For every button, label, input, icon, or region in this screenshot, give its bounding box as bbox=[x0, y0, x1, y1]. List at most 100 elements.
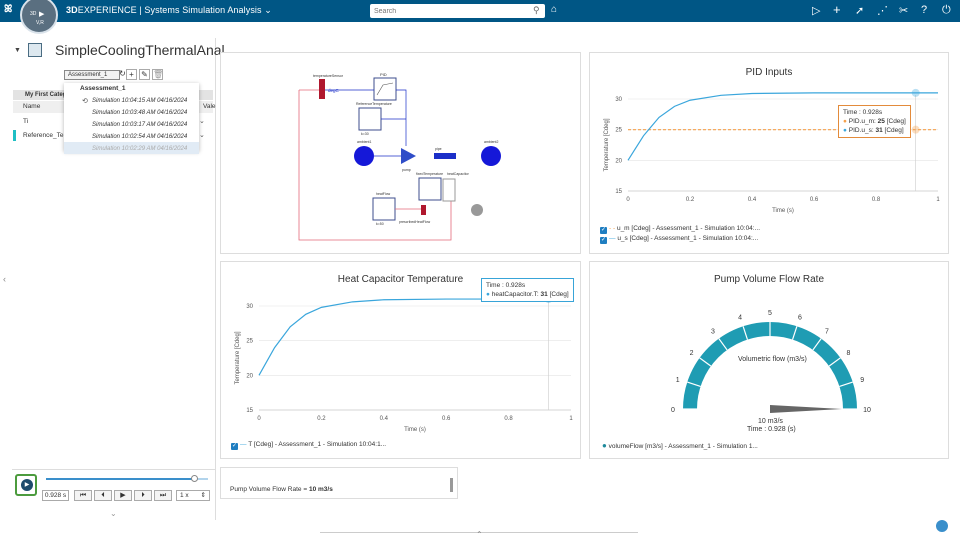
tooltip-um-label: PID.u_m: bbox=[848, 118, 878, 125]
x-tick-label: 0 bbox=[626, 197, 630, 203]
pid-chart-card: PID Inputs 15 20 25 30 0 0.2 0.4 0.6 0.8 1 Time (s… bbox=[589, 52, 949, 254]
dropdown-item[interactable]: Simulation 10:03:17 AM 04/16/2024 bbox=[92, 122, 188, 128]
diagram-label-heat: heatCapacitor bbox=[447, 172, 470, 176]
dash-line-icon: - - bbox=[609, 225, 616, 232]
compass-label-vr: V,R bbox=[36, 20, 44, 26]
assessment-select[interactable]: Assessment_1 bbox=[64, 70, 120, 80]
heat-chart[interactable]: 15 20 25 30 0 0.2 0.4 0.6 0.8 1 Time (s) Temperatur… bbox=[221, 292, 582, 452]
checkbox-icon[interactable]: ✓ bbox=[600, 227, 607, 234]
user-icon[interactable]: ⏻ bbox=[942, 4, 951, 16]
chevron-down-icon[interactable]: ⌄ bbox=[199, 132, 205, 139]
step-forward-button[interactable]: ⏵ bbox=[134, 490, 152, 501]
row-marker bbox=[13, 130, 16, 141]
gauge-value: 10 m3/s bbox=[758, 418, 783, 425]
chevron-up-icon[interactable]: ⌃ bbox=[476, 530, 483, 539]
expand-toggle-icon[interactable]: ▼ bbox=[14, 47, 21, 54]
tree-row[interactable]: Reference_Te ⌄ bbox=[13, 129, 213, 142]
compass-button[interactable]: 3D V,R ▶ bbox=[20, 0, 58, 34]
gauge-tick bbox=[812, 338, 822, 351]
current-time[interactable]: 0.928 s bbox=[42, 490, 69, 501]
flow-rate-note: Pump Volume Flow Rate = 10 m3/s bbox=[220, 467, 458, 499]
simulate-button[interactable]: ▶ bbox=[15, 474, 37, 496]
model-icon bbox=[28, 43, 42, 57]
pid-chart[interactable]: 15 20 25 30 0 0.2 0.4 0.6 0.8 1 Time (s) Temperatur… bbox=[590, 87, 950, 247]
chat-icon[interactable] bbox=[936, 520, 948, 532]
gauge-tick-label: 3 bbox=[711, 329, 715, 336]
legend-item[interactable]: ✓ — u_s [Cdeg] - Assessment_1 - Simulatio… bbox=[600, 235, 758, 244]
chart-title: Heat Capacitor Temperature bbox=[337, 274, 464, 285]
brand-experience: EXPERIENCE bbox=[77, 5, 137, 15]
gauge-tick-label: 10 bbox=[863, 407, 871, 414]
gauge-tick-label: 4 bbox=[738, 315, 742, 322]
chevron-down-icon: ⌄ bbox=[264, 5, 272, 15]
search-icon[interactable]: ⚲ bbox=[533, 5, 540, 15]
model-diagram[interactable]: temperatureSensor degC PID ReferenceTemp… bbox=[221, 53, 582, 255]
undo-icon[interactable]: ↻ bbox=[119, 69, 126, 78]
dropdown-item[interactable]: Simulation 10:02:29 AM 04/16/2024 bbox=[64, 142, 199, 154]
search-input[interactable] bbox=[370, 4, 545, 18]
gauge-tick bbox=[742, 326, 749, 340]
gauge-arc bbox=[683, 322, 857, 410]
forward-icon[interactable]: ➚ bbox=[855, 5, 865, 17]
app-title[interactable]: 3DEXPERIENCE | Systems Simulation Analys… bbox=[66, 5, 272, 16]
svg-text:prescribedHeatFlow: prescribedHeatFlow bbox=[399, 220, 431, 224]
tooltip-um-unit: [Cdeg] bbox=[884, 118, 906, 125]
col-name-label: Name bbox=[23, 103, 41, 110]
col-value-label: Vale bbox=[203, 103, 216, 110]
y-tick-label: 20 bbox=[615, 158, 622, 164]
tooltip-val: 31 bbox=[540, 291, 548, 298]
tag-icon[interactable]: ⌂ bbox=[551, 4, 558, 15]
svg-text:ReferenceTemperature: ReferenceTemperature bbox=[356, 102, 392, 106]
tree-row[interactable]: Ti ⌄ bbox=[13, 115, 213, 128]
skip-start-button[interactable]: ⏮ bbox=[74, 490, 92, 501]
tooltip-label: heatCapacitor.T: bbox=[491, 291, 541, 298]
chevron-down-icon[interactable]: ⌄ bbox=[199, 118, 205, 125]
tools-icon[interactable]: ✂ bbox=[899, 5, 909, 17]
dropdown-item[interactable]: Simulation 10:03:48 AM 04/16/2024 bbox=[92, 110, 188, 116]
gauge-tick bbox=[699, 357, 712, 367]
spinner-icon: ⇕ bbox=[200, 492, 206, 499]
checkbox-icon[interactable]: ✓ bbox=[231, 443, 238, 450]
cursor-point bbox=[911, 125, 920, 134]
collapse-left-icon[interactable]: ‹ bbox=[3, 274, 6, 284]
x-axis-label: Time (s) bbox=[772, 208, 794, 214]
series-line bbox=[258, 298, 571, 376]
y-tick-label: 25 bbox=[246, 339, 253, 345]
legend-item[interactable]: ● volumeFlow [m3/s] - Assessment_1 - Sim… bbox=[602, 441, 758, 450]
gauge-tick bbox=[839, 381, 853, 388]
network-icon[interactable]: ⋰ bbox=[877, 5, 888, 17]
play-button[interactable]: ▶ bbox=[114, 490, 132, 501]
y-tick-label: 20 bbox=[246, 373, 253, 379]
note-value: 10 m3/s bbox=[308, 486, 333, 493]
share-play-icon[interactable]: ▷ bbox=[812, 5, 821, 17]
skip-end-button[interactable]: ⏭ bbox=[154, 490, 172, 501]
add-assessment-button[interactable]: + bbox=[126, 69, 137, 80]
heat-chart-card: Heat Capacitor Temperature 15 20 25 30 0 0.2 0… bbox=[220, 261, 581, 459]
player-panel bbox=[12, 469, 216, 509]
tooltip-time: Time : 0.928s bbox=[486, 282, 526, 289]
y-axis-label: Temperature [Cdeg] bbox=[604, 118, 610, 171]
add-icon[interactable]: + bbox=[833, 2, 841, 17]
chevron-down-icon[interactable]: ⌄ bbox=[110, 509, 117, 518]
delete-icon[interactable]: 🗑 bbox=[152, 69, 164, 80]
edit-icon[interactable]: ✎ bbox=[139, 69, 150, 80]
dropdown-item[interactable]: Simulation 10:04:15 AM 04/16/2024 bbox=[92, 98, 188, 104]
y-tick-label: 30 bbox=[246, 304, 253, 310]
series-line bbox=[627, 92, 938, 161]
step-back-button[interactable]: ⏴ bbox=[94, 490, 112, 501]
dropdown-item[interactable]: Simulation 10:02:54 AM 04/16/2024 bbox=[92, 134, 188, 140]
svg-text:k=50: k=50 bbox=[376, 222, 384, 226]
legend-label: u_s [Cdeg] - Assessment_1 - Simulation 1… bbox=[617, 235, 759, 242]
chart-title: PID Inputs bbox=[745, 67, 793, 78]
scrollbar[interactable] bbox=[450, 478, 453, 492]
time-slider-handle[interactable] bbox=[191, 475, 198, 482]
chart-tooltip: Time : 0.928s ● PID.u_m: 25 [Cdeg] ● PID… bbox=[838, 105, 911, 138]
dassault-logo[interactable]: ꕤ bbox=[4, 4, 13, 15]
svg-text:pipe: pipe bbox=[435, 147, 442, 151]
legend-item[interactable]: ✓ - - u_m [Cdeg] - Assessment_1 - Simulat… bbox=[600, 225, 760, 234]
speed-select[interactable]: 1 x ⇕ bbox=[176, 490, 210, 501]
help-icon[interactable]: ? bbox=[921, 4, 928, 16]
gauge-needle bbox=[770, 405, 842, 413]
checkbox-icon[interactable]: ✓ bbox=[600, 237, 607, 244]
legend-item[interactable]: ✓ — T [Cdeg] - Assessment_1 - Simulation … bbox=[231, 441, 386, 450]
